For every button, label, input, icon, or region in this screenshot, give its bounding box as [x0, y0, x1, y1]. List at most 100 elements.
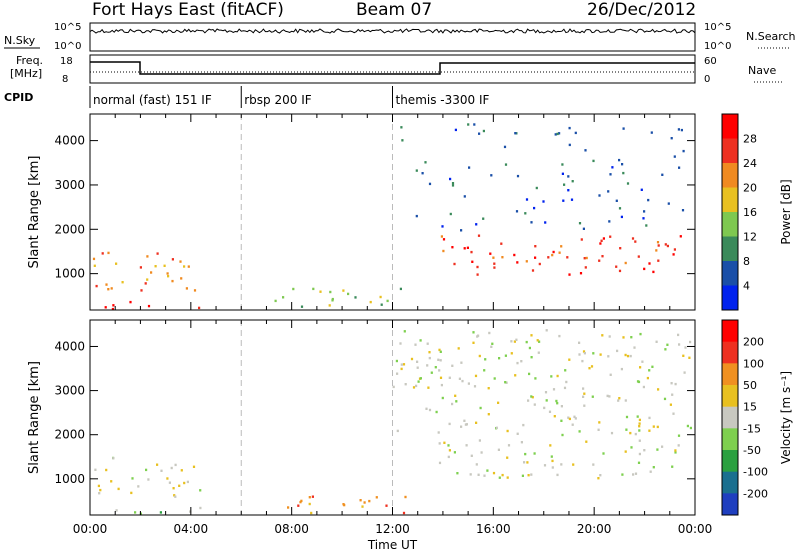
colorbar-swatch — [722, 493, 738, 516]
data-cell — [677, 333, 680, 337]
data-cell — [560, 405, 563, 408]
nave-tick-60: 60 — [704, 56, 717, 67]
data-cell — [538, 262, 541, 266]
data-cell — [664, 243, 667, 246]
data-cell — [582, 387, 585, 390]
data-cell — [621, 163, 624, 166]
data-cell — [630, 446, 633, 449]
x-tick-label: 16:00 — [476, 522, 511, 536]
power-panel: 1000 2000 3000 4000 Slant Range [km] 4 8 12 16 20… — [27, 113, 793, 311]
data-cell — [440, 383, 443, 387]
data-cell — [530, 395, 533, 398]
data-cell — [684, 346, 687, 349]
colorbar-tick-label: 8 — [743, 255, 750, 268]
data-cell — [455, 400, 458, 403]
data-cell — [551, 459, 554, 463]
data-cell — [642, 385, 645, 389]
data-cell — [439, 359, 442, 362]
data-cell — [568, 417, 571, 421]
data-cell — [585, 440, 588, 443]
data-cell — [300, 499, 303, 503]
colorbar-swatch — [722, 428, 738, 451]
data-cell — [451, 182, 455, 185]
data-cell — [154, 265, 157, 268]
data-cell — [501, 473, 504, 477]
data-cell — [426, 342, 429, 345]
data-cell — [467, 123, 470, 126]
colorbar-tick-label: 4 — [743, 280, 750, 293]
data-cell — [568, 358, 571, 361]
data-cell — [672, 253, 675, 256]
freq-tick-8: 8 — [62, 74, 68, 85]
data-cell — [624, 399, 627, 402]
data-cell — [598, 259, 601, 262]
data-cell — [107, 251, 110, 255]
data-cell — [428, 182, 432, 186]
data-cell — [591, 395, 594, 398]
data-cell — [561, 433, 564, 437]
data-cell — [574, 131, 577, 135]
data-cell — [556, 402, 559, 405]
data-cell — [467, 382, 470, 385]
data-cell — [369, 300, 372, 304]
y-tick-label: 3000 — [54, 178, 85, 192]
data-cell — [453, 451, 456, 454]
data-cell — [342, 289, 345, 292]
data-cell — [463, 419, 466, 422]
data-cell — [516, 432, 519, 435]
nave-label: Nave — [748, 64, 776, 77]
data-cell — [97, 484, 100, 488]
data-cell — [590, 365, 594, 368]
colorbar-swatch — [722, 471, 738, 494]
data-cell — [514, 132, 517, 135]
data-cell — [560, 245, 563, 248]
data-cell — [448, 422, 451, 426]
x-tick-label: 00:00 — [73, 522, 108, 536]
data-cell — [167, 275, 170, 278]
data-cell — [555, 399, 558, 403]
data-cell — [311, 495, 314, 498]
data-cell — [629, 431, 632, 435]
data-cell — [578, 222, 582, 225]
data-cell — [434, 366, 437, 369]
colorbar-label: Velocity [m s⁻¹] — [779, 371, 793, 464]
data-cell — [664, 348, 667, 351]
data-cell — [572, 463, 575, 466]
data-cell — [454, 394, 457, 397]
data-cell — [562, 199, 565, 202]
data-cell — [521, 474, 524, 477]
data-cell — [448, 376, 451, 379]
y-axis-label: Slant Range [km] — [27, 156, 42, 269]
data-cell — [180, 469, 183, 472]
data-cell — [537, 351, 540, 354]
colorbar-swatch — [722, 187, 738, 213]
data-cell — [172, 487, 175, 490]
data-cell — [428, 351, 431, 354]
data-cell — [525, 260, 528, 263]
data-cell — [523, 461, 526, 464]
data-cell — [416, 360, 419, 363]
data-cell — [531, 269, 535, 272]
data-cell — [626, 354, 630, 358]
data-cell — [186, 480, 189, 484]
data-cell — [611, 166, 614, 169]
data-cell — [560, 463, 563, 466]
beam-label: Beam 07 — [356, 0, 433, 20]
data-cell — [178, 484, 181, 487]
data-cell — [415, 214, 418, 218]
data-cell — [598, 194, 601, 197]
data-cell — [146, 255, 149, 258]
data-cell — [475, 223, 478, 226]
data-cell — [657, 388, 660, 391]
data-cell — [492, 471, 496, 475]
colorbar-tick-label: 28 — [743, 133, 757, 146]
data-cell — [442, 249, 445, 253]
data-cell — [550, 455, 553, 458]
data-cell — [606, 394, 609, 398]
data-cell — [105, 468, 108, 472]
data-cell — [651, 365, 654, 368]
data-cell — [146, 278, 149, 281]
data-cell — [545, 329, 548, 332]
data-cell — [174, 463, 177, 467]
x-tick-label: 08:00 — [274, 522, 309, 536]
